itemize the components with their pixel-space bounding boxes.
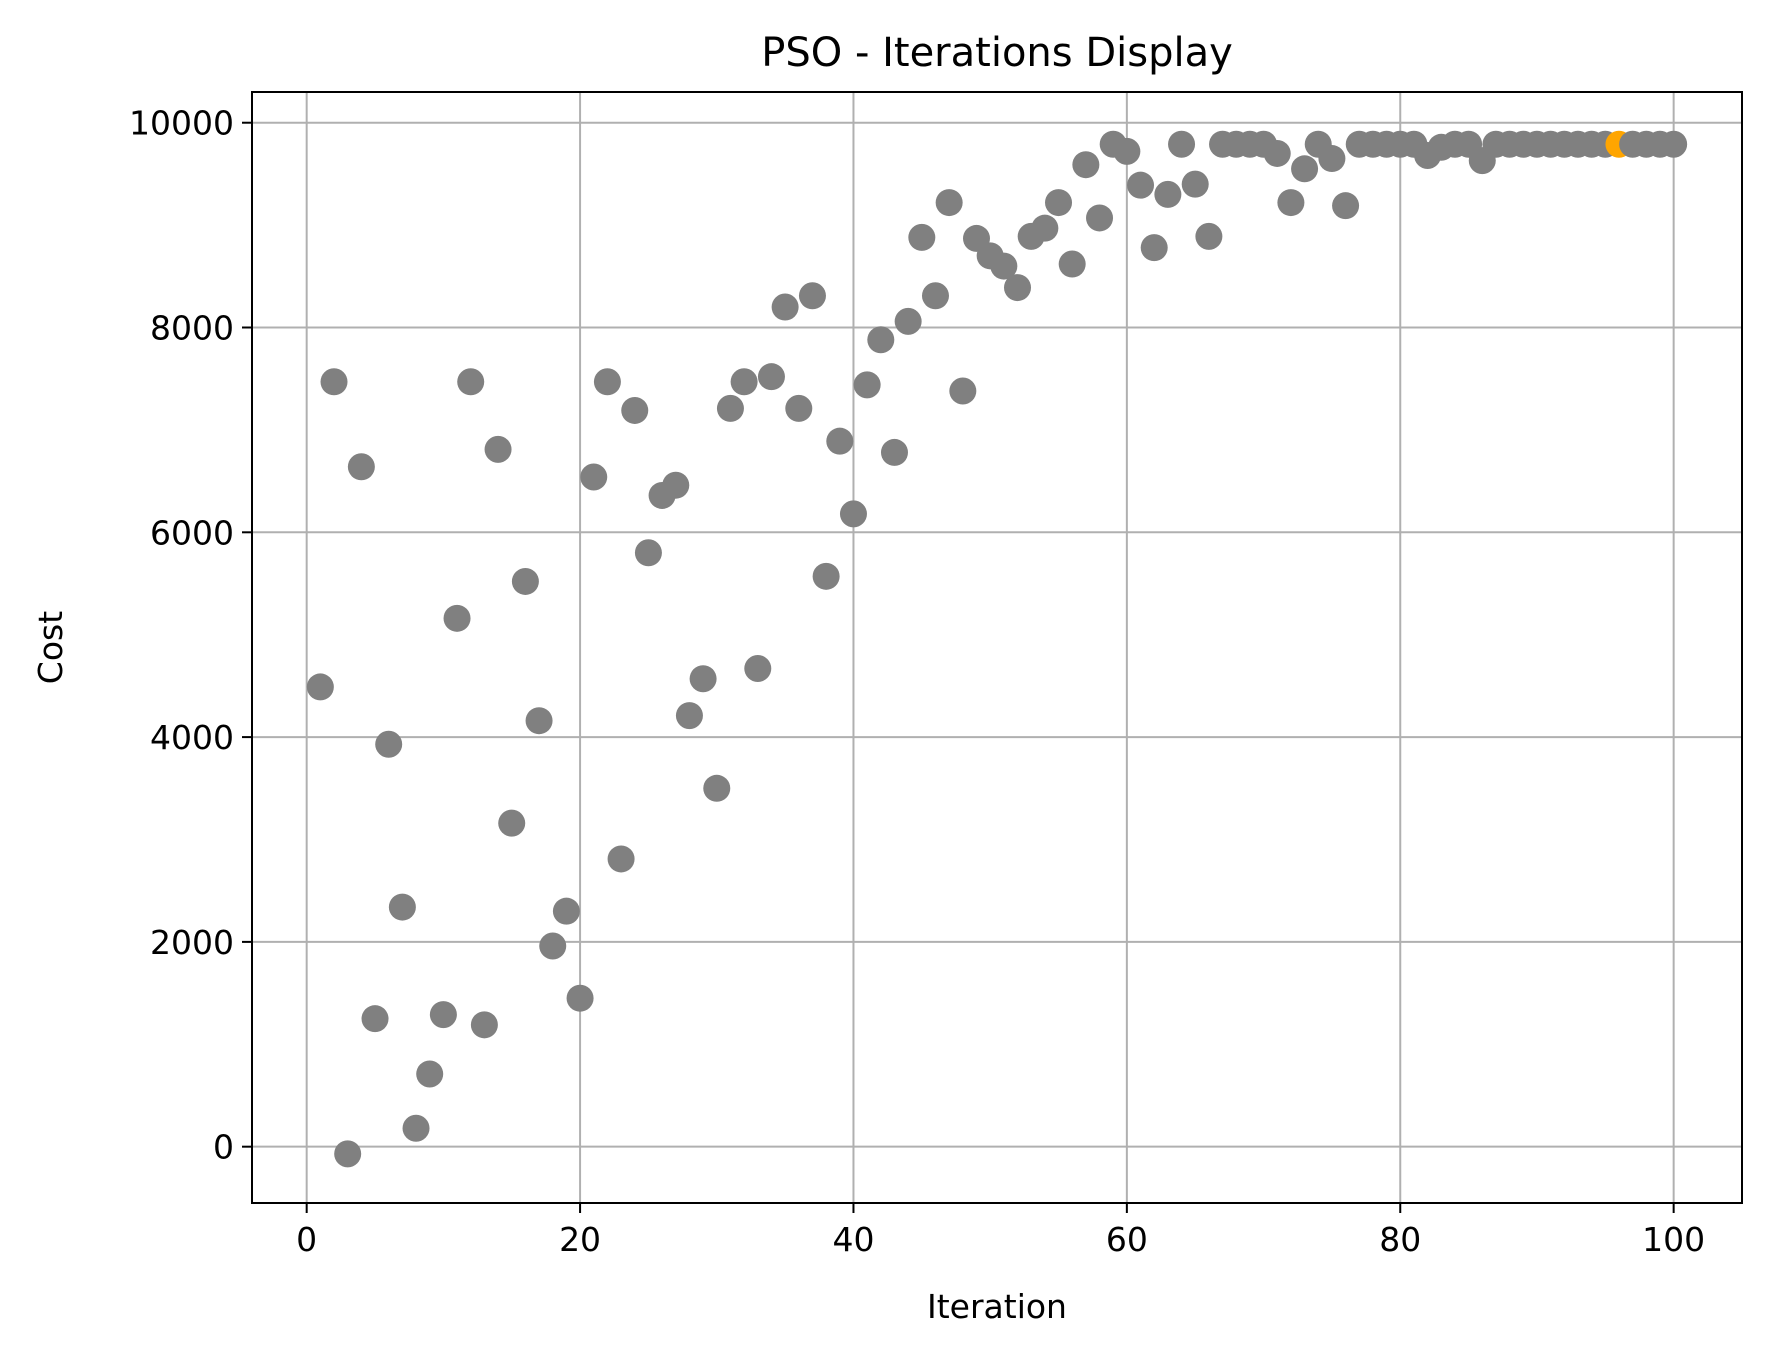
data-point xyxy=(1660,130,1688,158)
data-point xyxy=(990,252,1018,280)
data-point xyxy=(1045,189,1073,217)
data-point xyxy=(552,897,580,925)
grid xyxy=(252,92,1742,1203)
data-point xyxy=(539,932,567,960)
data-point xyxy=(580,463,608,491)
data-point xyxy=(880,438,908,466)
data-point xyxy=(347,453,375,481)
data-point xyxy=(867,326,895,354)
data-point xyxy=(1127,171,1155,199)
data-point xyxy=(675,702,703,730)
data-point xyxy=(1031,214,1059,242)
y-tick-label: 6000 xyxy=(150,513,234,552)
data-point xyxy=(1086,204,1114,232)
data-point xyxy=(1140,234,1168,262)
data-point xyxy=(798,282,826,310)
data-point xyxy=(662,471,690,499)
x-tick-label: 60 xyxy=(1106,1220,1148,1259)
data-point xyxy=(593,368,621,396)
data-point xyxy=(703,774,731,802)
chart-title: PSO - Iterations Display xyxy=(761,30,1233,76)
data-point xyxy=(566,984,594,1012)
data-point xyxy=(607,845,635,873)
data-point xyxy=(689,665,717,693)
data-point xyxy=(402,1114,430,1142)
data-point xyxy=(1277,189,1305,217)
data-point xyxy=(908,223,936,251)
data-point xyxy=(306,673,334,701)
data-point xyxy=(511,567,539,595)
y-axis-label: Cost xyxy=(31,611,70,684)
data-point xyxy=(730,368,758,396)
axes-frame xyxy=(251,91,1743,1204)
x-axis-label: Iteration xyxy=(927,1287,1067,1326)
data-point xyxy=(744,654,772,682)
data-point xyxy=(839,500,867,528)
x-tick-label: 0 xyxy=(296,1220,317,1259)
data-point xyxy=(812,562,840,590)
data-point xyxy=(443,604,471,632)
data-point xyxy=(921,282,949,310)
x-tick-label: 40 xyxy=(832,1220,874,1259)
data-point xyxy=(1154,180,1182,208)
y-tick-label: 4000 xyxy=(150,718,234,757)
x-tick-label: 100 xyxy=(1642,1220,1705,1259)
data-point xyxy=(935,189,963,217)
data-point xyxy=(320,368,348,396)
ticks: 0 20 40 60 80 100 0 2000 4000 6000 8000 10000 xyxy=(129,104,1705,1259)
data-point xyxy=(498,809,526,837)
data-point xyxy=(771,293,799,321)
data-point xyxy=(853,371,881,399)
data-point xyxy=(484,435,512,463)
data-point xyxy=(429,1001,457,1029)
data-point xyxy=(949,377,977,405)
data-point xyxy=(1058,250,1086,278)
data-point xyxy=(1004,274,1032,302)
data-point xyxy=(416,1060,444,1088)
data-point xyxy=(388,893,416,921)
data-point xyxy=(361,1005,389,1033)
data-point xyxy=(1072,151,1100,179)
data-point xyxy=(1181,170,1209,198)
y-tick-label: 0 xyxy=(213,1128,234,1167)
data-point xyxy=(1291,155,1319,183)
data-point xyxy=(716,394,744,422)
data-point xyxy=(1195,222,1223,250)
y-tick-label: 10000 xyxy=(129,104,234,143)
data-points xyxy=(306,130,1688,1168)
y-tick-label: 2000 xyxy=(150,923,234,962)
data-point xyxy=(1113,137,1141,165)
x-tick-label: 20 xyxy=(559,1220,601,1259)
data-point xyxy=(375,730,403,758)
x-tick-label: 80 xyxy=(1379,1220,1421,1259)
data-point xyxy=(634,539,662,567)
data-point xyxy=(1318,145,1346,173)
data-point xyxy=(757,363,785,391)
data-point xyxy=(826,427,854,455)
data-point xyxy=(334,1140,362,1168)
data-point xyxy=(1168,130,1196,158)
data-point xyxy=(457,368,485,396)
data-point xyxy=(894,307,922,335)
data-point xyxy=(1332,192,1360,220)
data-point xyxy=(621,396,649,424)
data-point xyxy=(470,1011,498,1039)
y-tick-label: 8000 xyxy=(150,309,234,348)
data-point xyxy=(785,394,813,422)
data-point xyxy=(525,707,553,735)
data-point xyxy=(1263,139,1291,167)
